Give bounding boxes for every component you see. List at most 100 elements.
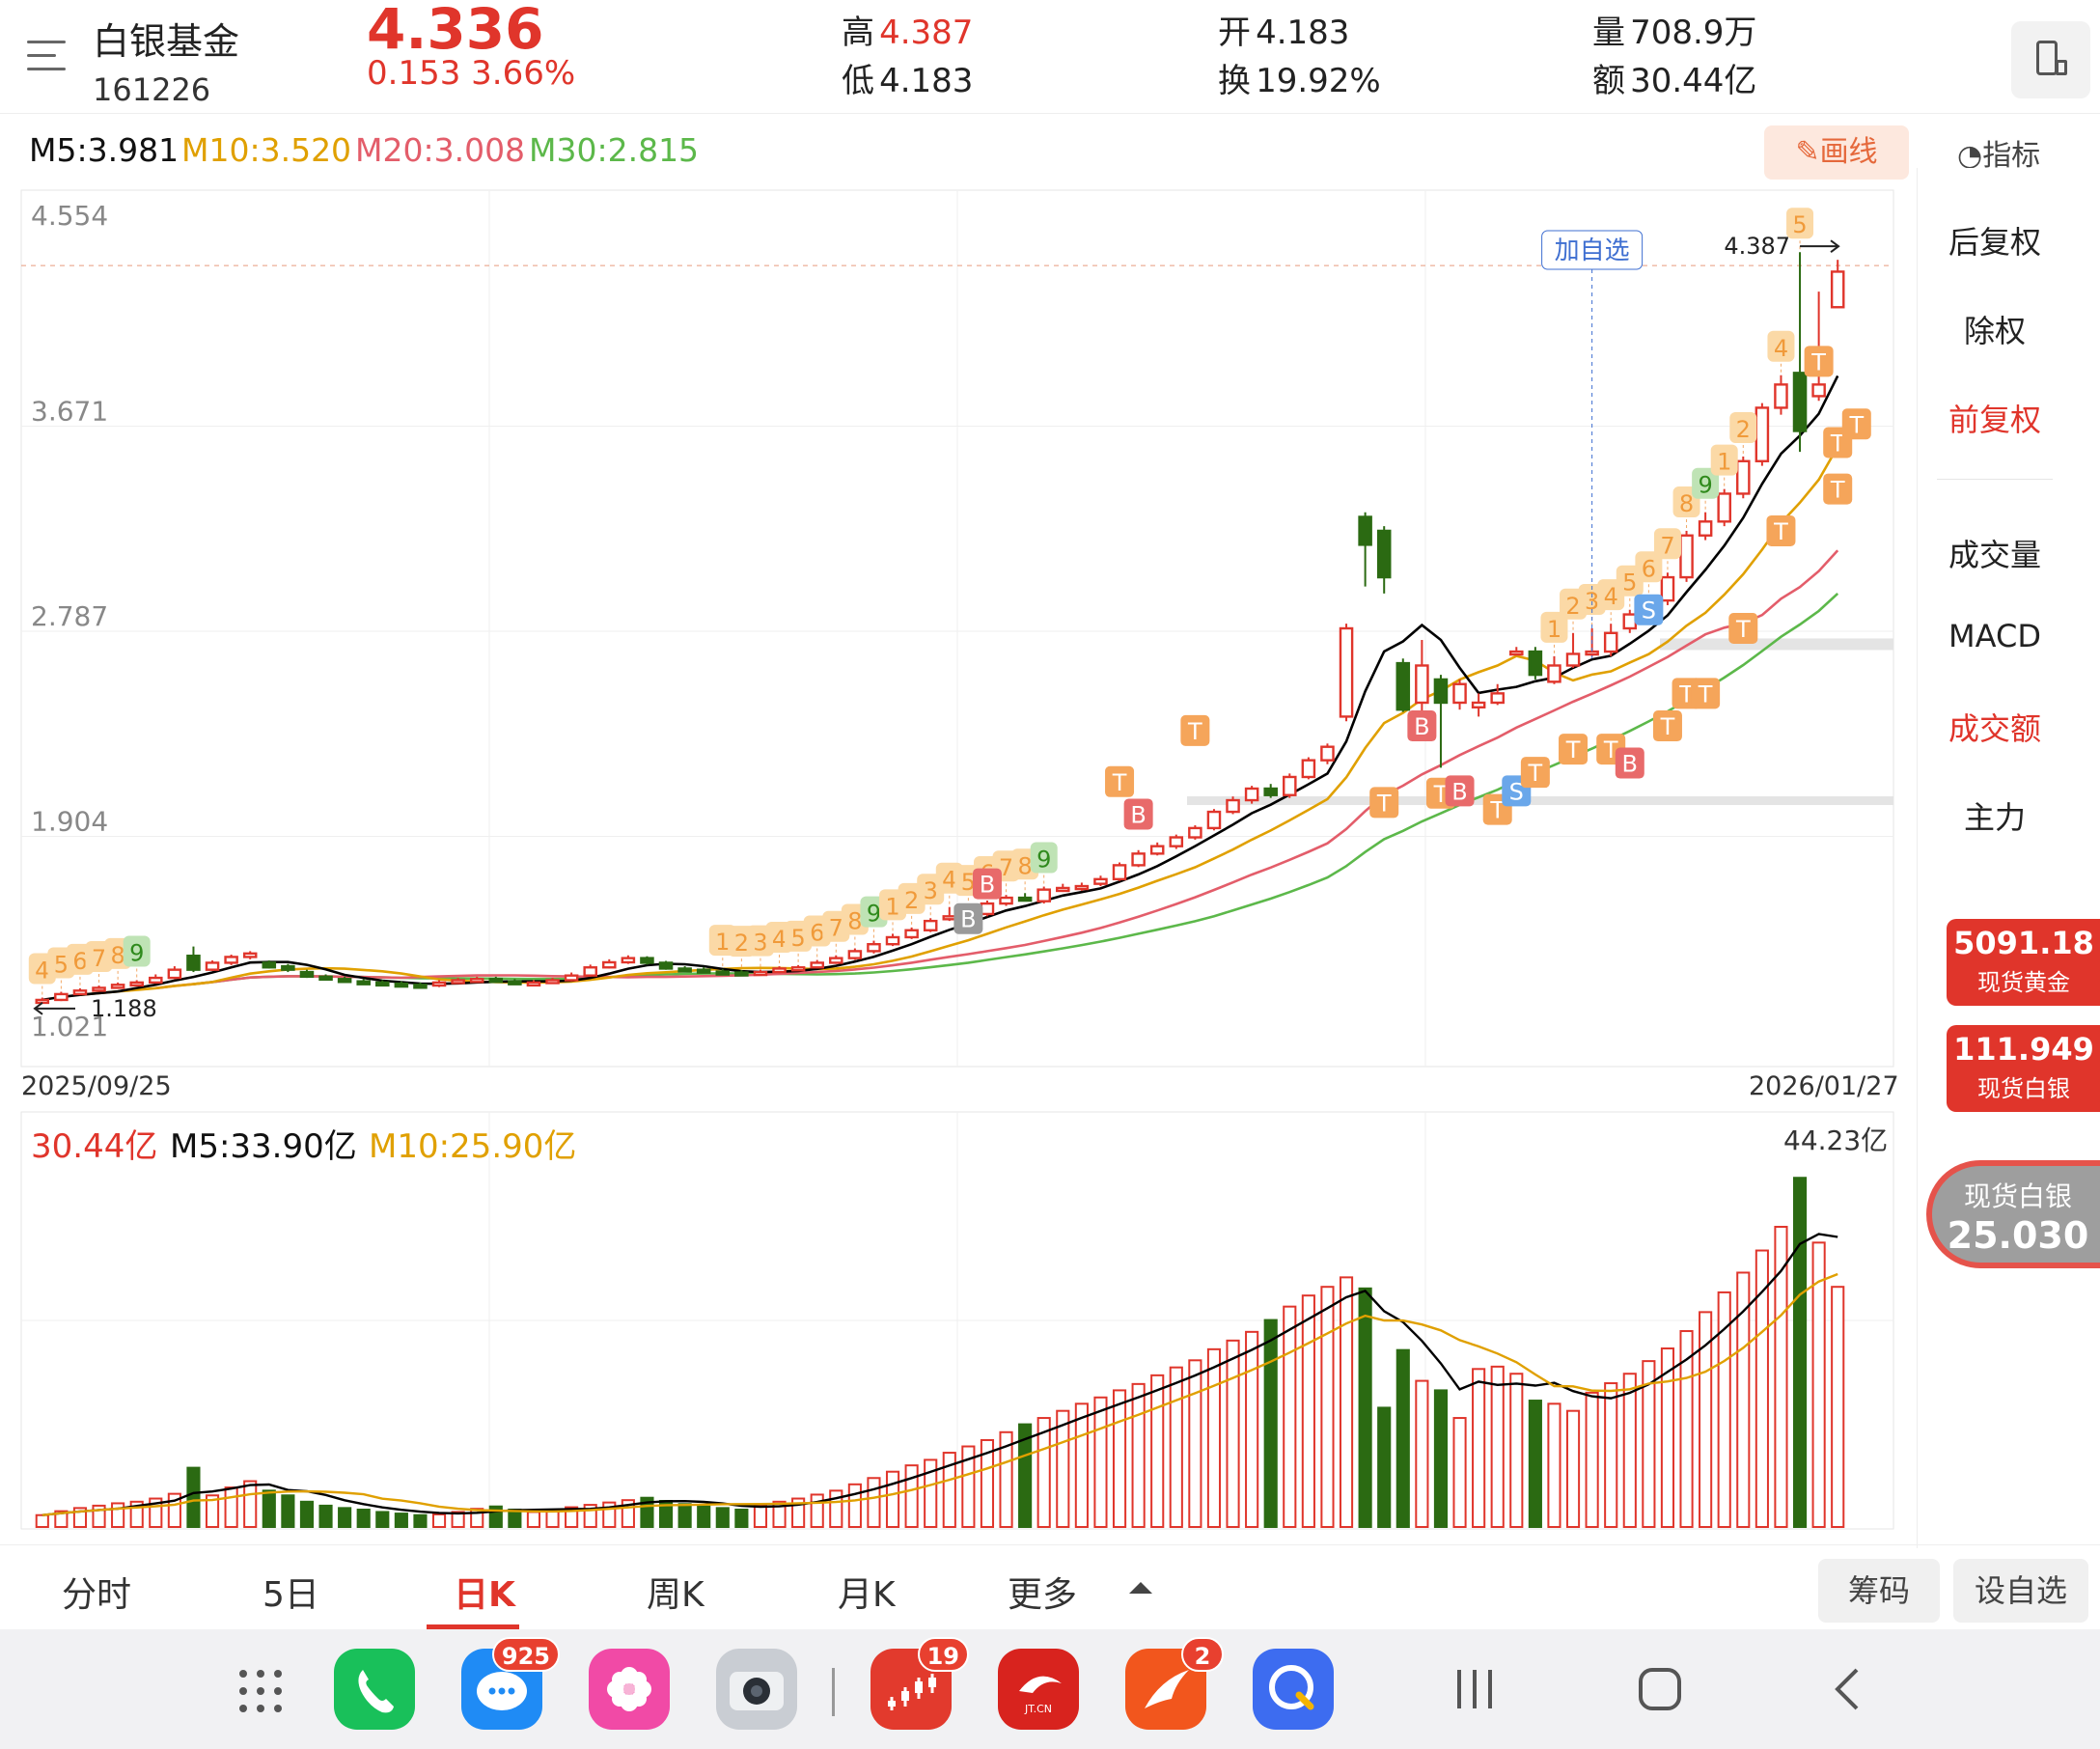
- tab-more[interactable]: 更多: [1008, 1575, 1078, 1615]
- gold-quote-card[interactable]: 5091.18 现货黄金: [1947, 919, 2100, 1006]
- volume-bar: [961, 1445, 976, 1528]
- tab-5day[interactable]: 5日: [262, 1575, 319, 1615]
- main-force-indicator-button[interactable]: 主力: [1963, 799, 2026, 836]
- candle: [1206, 809, 1222, 831]
- recent-apps-icon[interactable]: [1451, 1664, 1498, 1718]
- tab-monthly-k[interactable]: 月K: [838, 1575, 896, 1615]
- app-drawer-icon[interactable]: [239, 1670, 286, 1716]
- y-tick-label: 4.554: [31, 200, 108, 232]
- signal-marker: B: [1445, 775, 1475, 807]
- open-value: 4.183: [1256, 14, 1350, 52]
- volume-bar: [205, 1494, 220, 1529]
- turnover-label: 换: [1218, 62, 1251, 100]
- svg-text:S: S: [1642, 597, 1656, 625]
- volume-label: 量: [1592, 14, 1625, 52]
- signal-marker: T: [1766, 514, 1796, 546]
- volume-bar: [810, 1493, 824, 1529]
- camera-app-icon[interactable]: [716, 1649, 797, 1730]
- svg-text:5: 5: [790, 925, 805, 952]
- chevron-up-icon[interactable]: [1129, 1582, 1152, 1594]
- candle: [1169, 834, 1184, 849]
- gold-price: 5091.18: [1953, 925, 2094, 961]
- volume-bar: [1433, 1389, 1449, 1528]
- add-watchlist-button[interactable]: 设自选: [1953, 1559, 2088, 1623]
- candle: [1376, 526, 1392, 594]
- turnover-stat: 换 19.92%: [1218, 54, 1381, 101]
- candle: [394, 981, 409, 988]
- candle: [885, 933, 900, 947]
- svg-text:3: 3: [753, 930, 767, 957]
- adjust-backward-button[interactable]: 后复权: [1948, 224, 2041, 261]
- candle: [829, 955, 843, 964]
- chart-start-date: 2025/09/25: [21, 1071, 172, 1101]
- candle: [224, 955, 238, 965]
- back-icon[interactable]: [1826, 1664, 1872, 1718]
- signal-marker: T: [1180, 714, 1210, 746]
- ex-rights-button[interactable]: 除权: [1963, 313, 2026, 349]
- tab-daily-k[interactable]: 日K: [454, 1575, 515, 1615]
- price-change: 0.153 3.66%: [367, 54, 576, 93]
- browser-app-icon[interactable]: [1253, 1649, 1334, 1730]
- gallery-app-icon[interactable]: [589, 1649, 670, 1730]
- amount-indicator-button[interactable]: 成交额: [1948, 710, 2041, 747]
- phone-app-icon[interactable]: [334, 1649, 415, 1730]
- y-tick-label: 1.904: [31, 806, 108, 838]
- candle: [1565, 632, 1581, 668]
- low-value: 4.183: [879, 62, 974, 100]
- chips-button[interactable]: 筹码: [1818, 1559, 1940, 1623]
- ma5-legend: M5:3.981: [29, 131, 180, 169]
- volume-indicator-button[interactable]: 成交量: [1948, 537, 2041, 573]
- candle: [1660, 572, 1675, 605]
- messages-app-icon[interactable]: 925: [461, 1637, 560, 1730]
- volume-bar: [942, 1452, 956, 1528]
- volume-chart[interactable]: [0, 1110, 1901, 1535]
- candle: [545, 978, 560, 985]
- tab-intraday[interactable]: 分时: [62, 1575, 132, 1615]
- stock-app-icon[interactable]: 19: [870, 1637, 969, 1730]
- menu-icon[interactable]: [27, 37, 71, 75]
- silver-price: 111.949: [1953, 1031, 2094, 1068]
- floating-silver-bubble[interactable]: 现货白银 25.030: [1926, 1160, 2100, 1268]
- volume-ma5: M5:33.90亿: [170, 1127, 357, 1166]
- volume-bar: [697, 1505, 711, 1529]
- count-marker: 9: [1692, 467, 1720, 513]
- svg-text:B: B: [1622, 751, 1638, 778]
- news-app-icon[interactable]: 2: [1125, 1637, 1224, 1730]
- home-icon[interactable]: [1637, 1664, 1683, 1718]
- candle: [167, 966, 182, 980]
- svg-text:B: B: [1414, 713, 1429, 740]
- candle: [1603, 624, 1618, 656]
- volume-bar: [1736, 1271, 1751, 1528]
- svg-text:9: 9: [129, 939, 144, 966]
- draw-line-button[interactable]: ✎画线: [1764, 125, 1909, 180]
- candle: [790, 964, 806, 972]
- landscape-toggle-button[interactable]: [2011, 21, 2090, 98]
- volume-ma5-line: [41, 1233, 1838, 1516]
- count-marker: 6: [1635, 551, 1663, 597]
- stock-app-badge: 19: [917, 1637, 969, 1672]
- stock-code: 161226: [93, 71, 211, 108]
- tab-weekly-k[interactable]: 周K: [647, 1575, 705, 1615]
- svg-text:8: 8: [1679, 490, 1694, 517]
- volume-bar: [1547, 1402, 1561, 1529]
- volume-bar: [885, 1470, 900, 1528]
- volume-bar: [1395, 1348, 1410, 1528]
- candle: [715, 969, 731, 976]
- svg-text:7: 7: [92, 945, 106, 972]
- candle: [1622, 609, 1638, 633]
- jt-app-icon[interactable]: JT.CN: [998, 1649, 1079, 1730]
- svg-text:2: 2: [1736, 416, 1751, 443]
- candle: [1395, 658, 1411, 712]
- indicator-button[interactable]: ◔指标: [1957, 131, 2040, 174]
- gold-label: 现货黄金: [1977, 969, 2070, 996]
- candle: [205, 960, 220, 971]
- macd-indicator-button[interactable]: MACD: [1948, 618, 2041, 654]
- silver-quote-card[interactable]: 111.949 现货白银: [1947, 1025, 2100, 1112]
- candle: [1471, 693, 1486, 717]
- period-tabs: 分时 5日 日K 周K 月K 更多 筹码 设自选: [0, 1544, 2100, 1629]
- candle: [1792, 252, 1808, 453]
- svg-text:8: 8: [847, 908, 862, 935]
- adjust-forward-button[interactable]: 前复权: [1948, 402, 2041, 438]
- volume-bar: [1150, 1374, 1165, 1528]
